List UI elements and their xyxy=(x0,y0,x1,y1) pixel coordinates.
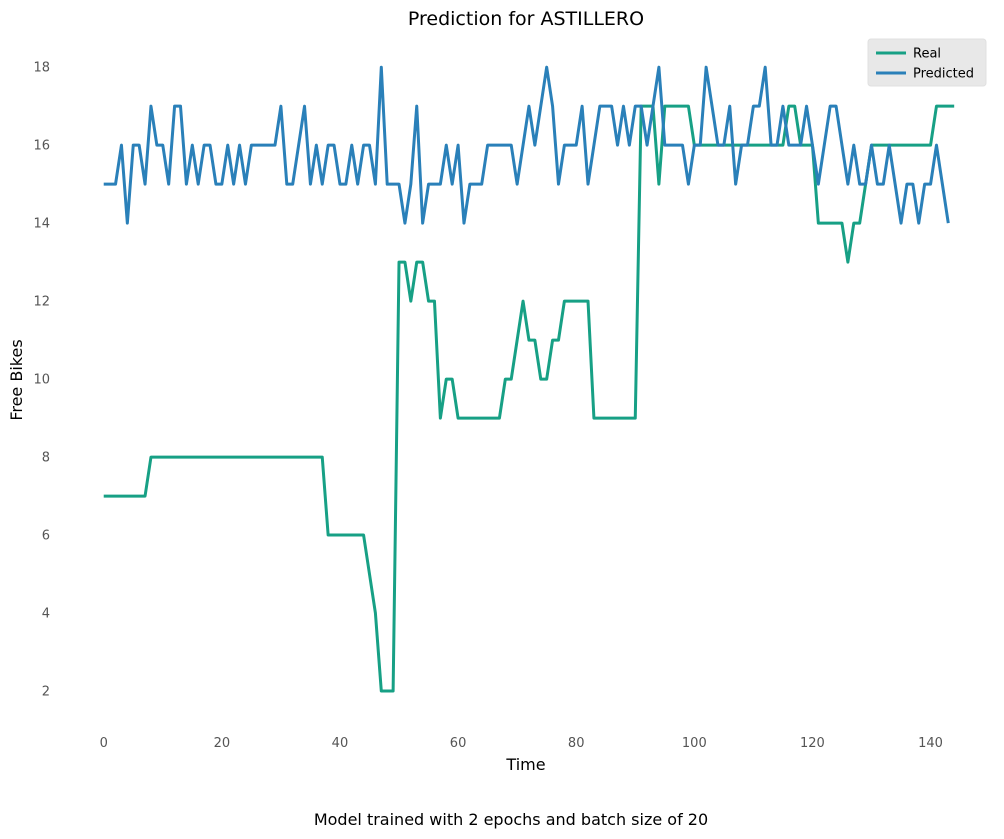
y-tick-label: 16 xyxy=(33,139,50,154)
x-axis-label: Time xyxy=(505,755,545,774)
y-tick-label: 6 xyxy=(42,529,50,544)
y-axis-ticks: 2 4 6 8 10 12 14 16 18 xyxy=(33,61,50,700)
x-axis-ticks: 0 20 40 60 80 100 120 140 xyxy=(100,736,943,751)
x-tick-label: 40 xyxy=(332,736,349,751)
y-tick-label: 10 xyxy=(33,373,50,388)
legend-label-real: Real xyxy=(913,47,941,62)
legend-label-predicted: Predicted xyxy=(913,67,974,82)
chart-title: Prediction for ASTILLERO xyxy=(408,8,644,30)
chart-caption: Model trained with 2 epochs and batch si… xyxy=(314,810,708,829)
x-tick-label: 80 xyxy=(568,736,585,751)
y-tick-label: 18 xyxy=(33,61,50,76)
x-tick-label: 100 xyxy=(682,736,707,751)
series-line-predicted xyxy=(103,65,950,225)
series-lines xyxy=(103,65,955,693)
x-tick-label: 140 xyxy=(918,736,943,751)
chart-legend: Real Predicted xyxy=(867,38,987,87)
y-axis-label: Free Bikes xyxy=(7,339,26,420)
y-tick-label: 2 xyxy=(42,685,50,700)
y-tick-label: 14 xyxy=(33,217,50,232)
x-tick-label: 20 xyxy=(214,736,231,751)
x-tick-label: 120 xyxy=(800,736,825,751)
x-tick-label: 0 xyxy=(100,736,108,751)
y-tick-label: 8 xyxy=(42,451,50,466)
y-tick-label: 4 xyxy=(42,607,50,622)
x-tick-label: 60 xyxy=(450,736,467,751)
y-tick-label: 12 xyxy=(33,295,50,310)
